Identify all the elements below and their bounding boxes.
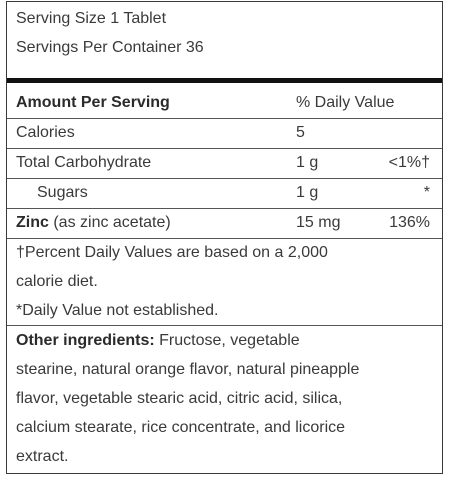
table-row: Zinc (as zinc acetate) 15 mg 136% [7, 209, 442, 238]
table-row: Sugars 1 g * [7, 179, 442, 208]
ingredients-text: calcium stearate, rice concentrate, and … [16, 419, 346, 436]
divider [7, 208, 442, 209]
header-row: Amount Per Serving % Daily Value [7, 89, 442, 118]
other-ingredients: Other ingredients: Fructose, vegetable s… [16, 326, 359, 471]
footnote-calorie-diet: calorie diet. [16, 273, 98, 290]
nutrient-name-detail: (as zinc acetate) [48, 214, 171, 231]
nutrient-daily-value: <1%† [388, 154, 430, 171]
ingredients-text: Fructose, vegetable [154, 332, 300, 349]
servings-per-container: Servings Per Container 36 [16, 39, 204, 56]
divider [7, 148, 442, 149]
daily-value-header: % Daily Value [296, 94, 395, 111]
ingredients-text: stearine, natural orange flavor, natural… [16, 361, 360, 378]
footnote-daily-values: †Percent Daily Values are based on a 2,0… [16, 244, 328, 261]
ingredients-label: Other ingredients: [16, 332, 155, 349]
nutrient-amount: 15 mg [296, 214, 341, 231]
table-row: Calories 5 [7, 119, 442, 148]
nutrient-daily-value: 136% [389, 214, 430, 231]
nutrient-amount: 1 g [296, 154, 319, 171]
footnote-not-established: *Daily Value not established. [16, 302, 219, 319]
nutrient-name: Total Carbohydrate [16, 154, 152, 171]
amount-per-serving-header: Amount Per Serving [16, 94, 170, 111]
divider [7, 238, 442, 239]
table-row: Total Carbohydrate 1 g <1%† [7, 149, 442, 178]
divider [7, 178, 442, 179]
serving-size: Serving Size 1 Tablet [16, 10, 167, 27]
ingredients-text: flavor, vegetable stearic acid, citric a… [16, 390, 343, 407]
thick-divider [7, 78, 442, 83]
nutrient-amount: 5 [296, 124, 305, 141]
nutrient-name: Calories [16, 124, 75, 141]
nutrient-name-bold: Zinc [16, 214, 49, 231]
nutrient-name: Sugars [37, 184, 88, 201]
nutrient-daily-value: * [423, 184, 430, 201]
nutrient-name: Zinc (as zinc acetate) [16, 214, 171, 232]
nutrient-amount: 1 g [296, 184, 319, 201]
divider [7, 325, 442, 326]
divider [7, 118, 442, 119]
footnotes: †Percent Daily Values are based on a 2,0… [16, 238, 328, 325]
ingredients-text: extract. [16, 448, 69, 465]
supplement-facts-panel: Serving Size 1 Tablet Servings Per Conta… [6, 1, 443, 474]
